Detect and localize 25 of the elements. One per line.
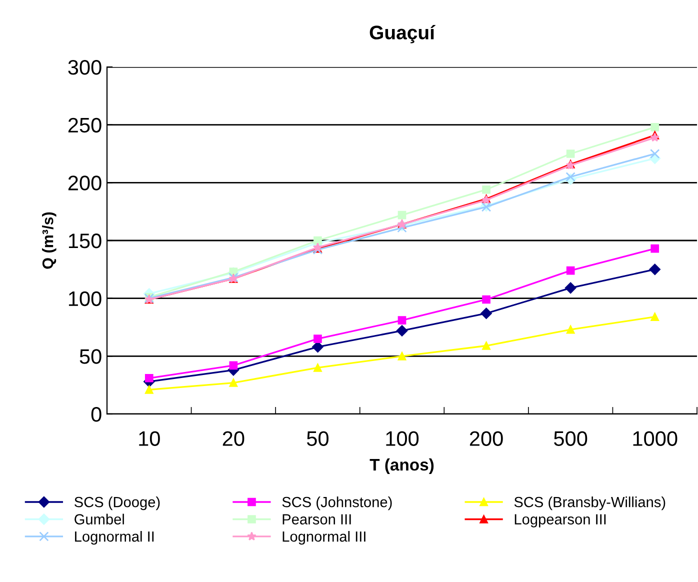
legend-label: SCS (Bransby-Willians) (514, 496, 666, 510)
y-tick-label: 300 (68, 60, 102, 75)
x-tick-label: 100 (386, 431, 419, 446)
y-tick-label: 250 (68, 118, 102, 133)
x-tick-label: 1000 (633, 431, 678, 446)
legend-label: Gumbel (74, 514, 124, 524)
y-tick-label: 100 (68, 291, 102, 306)
x-tick-label: 20 (222, 431, 244, 446)
y-tick-label: 0 (91, 407, 102, 422)
legend-label: Lognormal II (75, 531, 154, 545)
legend-label: Pearson III (282, 514, 351, 524)
legend-label: Lognormal III (282, 531, 366, 545)
y-tick-label: 50 (80, 349, 102, 364)
x-tick-label: 50 (306, 431, 328, 446)
x-tick-label: 10 (139, 431, 160, 446)
x-axis-title: T (anos) (370, 458, 434, 474)
y-tick-label: 150 (68, 234, 102, 248)
y-axis-title: Q (m³/s) (42, 212, 56, 269)
legend-label: SCS (Johnstone) (282, 496, 392, 510)
x-tick-label: 500 (554, 431, 588, 446)
legend-label: Logpearson III (514, 514, 606, 528)
chart-title: Guaçuí (370, 24, 436, 44)
legend-label: SCS (Dooge) (74, 496, 160, 510)
y-tick-label: 200 (68, 176, 102, 190)
x-tick-label: 200 (470, 431, 503, 446)
